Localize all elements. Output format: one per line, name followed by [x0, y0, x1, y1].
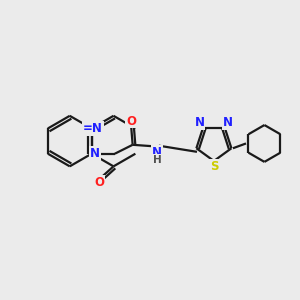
Text: =N: =N [83, 122, 103, 135]
Text: S: S [210, 160, 218, 173]
Text: N: N [90, 147, 100, 160]
Text: H: H [153, 155, 161, 165]
Text: O: O [94, 176, 104, 189]
Text: N: N [152, 146, 162, 159]
Text: N: N [223, 116, 233, 129]
Text: O: O [126, 115, 136, 128]
Text: N: N [194, 116, 205, 129]
